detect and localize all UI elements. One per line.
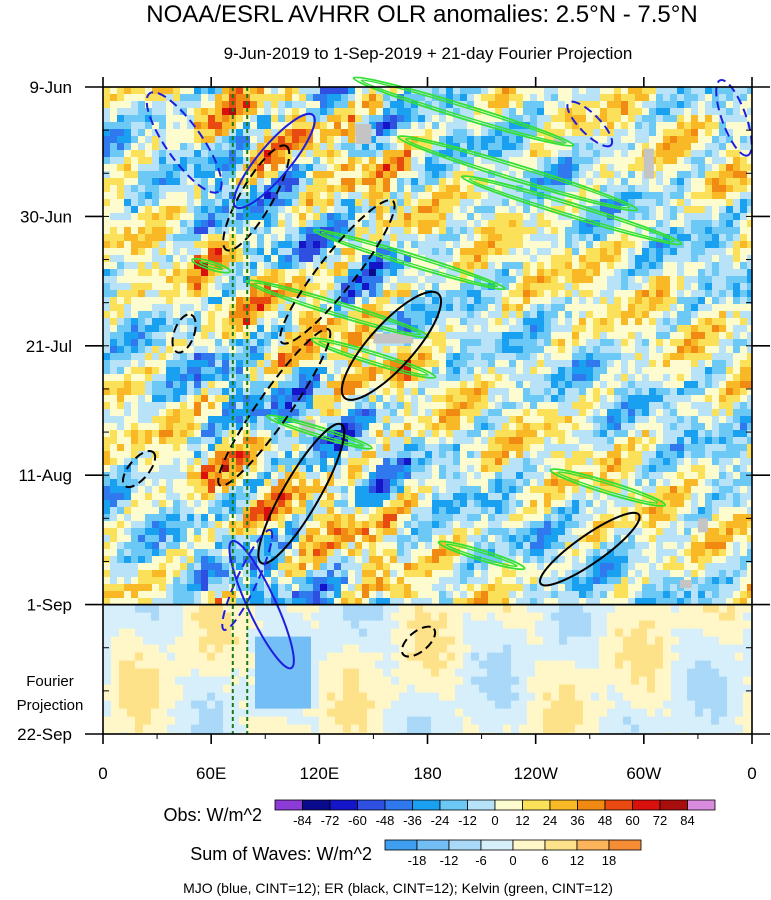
waves-colorbar-tick: 0 — [509, 853, 516, 868]
axis-ticks: 9-Jun 30-Jun 21-Jul 11-Aug 1-Sep 22-Sep 0 60E 12… — [17, 77, 770, 783]
reference-lines — [231, 87, 249, 734]
waves-colorbar-tick: 6 — [541, 853, 548, 868]
obs-colorbar-swatch — [549, 799, 578, 811]
obs-colorbar-tick: -48 — [376, 813, 395, 828]
obs-colorbar-tick: -24 — [431, 813, 450, 828]
chart-subtitle: 9-Jun-2019 to 1-Sep-2019 + 21-day Fourie… — [224, 44, 633, 63]
obs-colorbar-label: Obs: W/m^2 — [164, 805, 262, 825]
y-tick-label: 1-Sep — [27, 596, 72, 615]
obs-colorbar-tick: -36 — [403, 813, 422, 828]
obs-colorbar-swatch — [632, 799, 661, 811]
waves-colorbar-tick: 18 — [602, 853, 616, 868]
x-tick-label: 0 — [98, 764, 107, 783]
waves-colorbar-tick: -18 — [408, 853, 427, 868]
y-tick-label: 22-Sep — [17, 725, 72, 744]
y-tick-label: 21-Jul — [26, 337, 72, 356]
x-tick-label: 120E — [299, 764, 339, 783]
obs-colorbar-tick: 24 — [543, 813, 557, 828]
legend-footer: MJO (blue, CINT=12); ER (black, CINT=12)… — [183, 880, 613, 896]
obs-colorbar-tick: 84 — [680, 813, 694, 828]
x-tick-label: 180 — [413, 764, 441, 783]
waves-colorbar-swatch — [384, 839, 418, 851]
obs-colorbar-swatch — [494, 799, 523, 811]
waves-colorbar-tick: -12 — [440, 853, 459, 868]
projection-field — [103, 604, 752, 734]
x-tick-label: 120W — [513, 764, 557, 783]
obs-colorbar-tick: -72 — [321, 813, 340, 828]
waves-colorbar: -18 -12 -6 0 6 12 18 — [384, 839, 642, 868]
x-tick-label: 0 — [747, 764, 756, 783]
waves-colorbar-label: Sum of Waves: W/m^2 — [190, 844, 372, 864]
obs-colorbar-swatch — [412, 799, 441, 811]
obs-colorbar-tick: 48 — [598, 813, 612, 828]
waves-colorbar-swatch — [512, 839, 546, 851]
obs-colorbar-swatch — [577, 799, 606, 811]
y-tick-label: 11-Aug — [18, 466, 72, 485]
wave-contours — [121, 76, 753, 670]
waves-colorbar-swatch — [608, 839, 642, 851]
obs-colorbar-tick: 12 — [515, 813, 529, 828]
obs-colorbar-tick: -60 — [348, 813, 367, 828]
chart-title: NOAA/ESRL AVHRR OLR anomalies: 2.5°N - 7… — [146, 1, 697, 28]
obs-colorbar-tick: 72 — [653, 813, 667, 828]
waves-colorbar-tick: 12 — [570, 853, 584, 868]
obs-colorbar-tick: 0 — [491, 813, 498, 828]
waves-colorbar-swatch — [576, 839, 610, 851]
x-tick-label: 60W — [626, 764, 661, 783]
y-tick-label: 9-Jun — [29, 78, 72, 97]
obs-colorbar-swatch — [329, 799, 358, 811]
obs-colorbar-swatch — [302, 799, 331, 811]
obs-colorbar-swatch — [687, 799, 716, 811]
projection-label-line1: Fourier — [26, 673, 74, 690]
waves-colorbar-swatch — [480, 839, 514, 851]
obs-colorbar-swatch — [384, 799, 413, 811]
obs-colorbar-swatch — [522, 799, 551, 811]
obs-colorbar-tick: 60 — [625, 813, 639, 828]
obs-colorbar: -84 -72 -60 -48 -36 -24 -12 0 12 24 36 48 60 72 84 — [274, 799, 716, 828]
waves-colorbar-swatch — [448, 839, 482, 851]
obs-colorbar-tick: -12 — [458, 813, 477, 828]
waves-colorbar-tick: -6 — [475, 853, 487, 868]
obs-colorbar-swatch — [467, 799, 496, 811]
waves-colorbar-swatch — [416, 839, 450, 851]
waves-colorbar-swatch — [544, 839, 578, 851]
obs-colorbar-tick: 36 — [570, 813, 584, 828]
projection-label-line2: Projection — [17, 697, 84, 714]
obs-colorbar-swatch — [659, 799, 688, 811]
obs-anomaly-field — [103, 87, 752, 605]
obs-colorbar-swatch — [274, 799, 303, 811]
obs-colorbar-swatch — [604, 799, 633, 811]
obs-colorbar-swatch — [439, 799, 468, 811]
obs-colorbar-tick: -84 — [293, 813, 312, 828]
x-tick-label: 60E — [196, 764, 226, 783]
y-tick-label: 30-Jun — [20, 207, 72, 226]
obs-colorbar-swatch — [357, 799, 386, 811]
